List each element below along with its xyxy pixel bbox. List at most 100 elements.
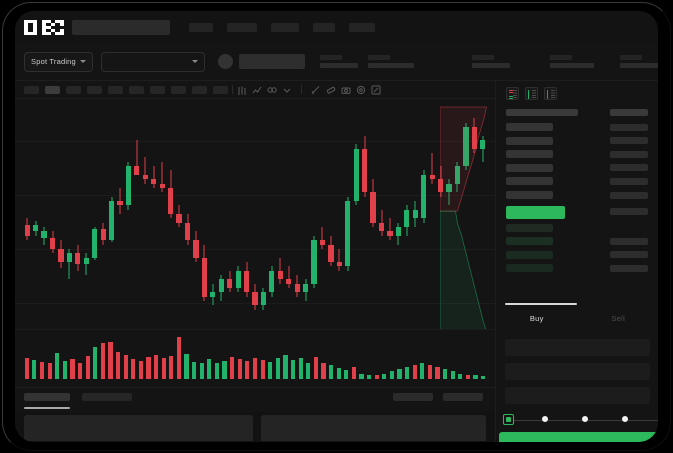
volume-bar bbox=[77, 362, 83, 379]
volume-bar bbox=[359, 374, 364, 379]
candle bbox=[463, 99, 469, 329]
candle bbox=[168, 99, 174, 329]
volume-bar bbox=[138, 360, 143, 379]
candle bbox=[446, 99, 452, 329]
measure-icon[interactable] bbox=[326, 85, 336, 95]
toolbar-divider bbox=[232, 85, 233, 94]
timeframe-chip-5[interactable] bbox=[108, 85, 123, 94]
timeframe-chip-2[interactable] bbox=[45, 85, 60, 94]
fullscreen-icon[interactable] bbox=[371, 85, 381, 95]
orderbook-mode-asks[interactable] bbox=[544, 87, 557, 100]
camera-icon[interactable] bbox=[341, 85, 351, 95]
volume-bar bbox=[458, 373, 463, 379]
price-chart[interactable] bbox=[15, 99, 495, 329]
volume-bar bbox=[328, 365, 334, 379]
orderbook-ask-row-5[interactable] bbox=[506, 177, 553, 186]
orderbook-rows[interactable] bbox=[496, 109, 658, 299]
last-price-value bbox=[238, 54, 305, 69]
orderbook-mode-bids[interactable] bbox=[525, 87, 538, 100]
order-price-field[interactable] bbox=[505, 339, 650, 356]
stat-24h-high-low bbox=[367, 55, 414, 68]
volume-bar bbox=[70, 358, 75, 379]
orderbook-ask-row-3[interactable] bbox=[506, 150, 553, 159]
market-type-select[interactable]: Spot Trading bbox=[24, 51, 93, 72]
bottom-panel-left[interactable] bbox=[24, 415, 253, 441]
okx-logo-icon[interactable] bbox=[24, 19, 64, 35]
orderbook-ask-row-4[interactable] bbox=[506, 163, 553, 172]
onboarding-stepper bbox=[499, 412, 658, 428]
search-input[interactable] bbox=[72, 19, 170, 35]
volume-bar bbox=[420, 363, 425, 379]
line-chart-icon[interactable] bbox=[252, 85, 262, 95]
timeframe-chip-10[interactable] bbox=[213, 85, 228, 94]
trading-pair-select[interactable] bbox=[100, 51, 205, 72]
header-nav-item-3[interactable] bbox=[271, 22, 299, 32]
tab-open-orders[interactable] bbox=[24, 393, 70, 401]
indicators-icon[interactable] bbox=[267, 85, 277, 95]
tab-sell[interactable]: Sell bbox=[578, 303, 659, 333]
market-stats bbox=[319, 54, 658, 70]
candle bbox=[151, 99, 157, 329]
candle bbox=[353, 99, 359, 329]
order-total-field[interactable] bbox=[505, 387, 650, 404]
orderbook-ask-row-6[interactable] bbox=[506, 191, 553, 199]
timeframe-chip-7[interactable] bbox=[150, 85, 165, 94]
orderbook-bid-size-2 bbox=[610, 237, 648, 245]
orderbook-spread-row[interactable] bbox=[506, 205, 565, 219]
volume-bar bbox=[397, 368, 402, 379]
primary-cta-button[interactable] bbox=[499, 432, 658, 442]
stat-24h-turnover-label bbox=[549, 55, 572, 60]
orderbook-ask-row-1[interactable] bbox=[506, 123, 553, 131]
volume-bar bbox=[199, 362, 204, 379]
timeframe-chip-3[interactable] bbox=[66, 85, 81, 94]
timeframe-chip-8[interactable] bbox=[171, 85, 186, 94]
orderbook-view-modes bbox=[496, 81, 658, 100]
header-nav-item-5[interactable] bbox=[349, 22, 375, 32]
orderbook-bid-row-3[interactable] bbox=[506, 250, 553, 259]
volume-bar bbox=[336, 368, 341, 379]
orderbook-bid-row-2[interactable] bbox=[506, 237, 553, 246]
timeframe-chip-6[interactable] bbox=[129, 85, 144, 94]
tab-buy[interactable]: Buy bbox=[496, 303, 578, 333]
candle bbox=[134, 99, 140, 329]
candle bbox=[108, 99, 115, 329]
stepper-step-2[interactable] bbox=[542, 415, 548, 422]
timeframe-chip-4[interactable] bbox=[87, 85, 102, 94]
orderbook-bid-row-1[interactable] bbox=[506, 223, 553, 232]
orderbook-ask-row-2[interactable] bbox=[506, 136, 553, 145]
orderbook-ask-size-5 bbox=[610, 177, 648, 185]
orderbook-mode-both[interactable] bbox=[506, 87, 519, 100]
volume-bar bbox=[260, 359, 265, 379]
stepper-step-4[interactable] bbox=[622, 415, 628, 422]
stepper-step-3[interactable] bbox=[582, 415, 588, 422]
header-nav-item-4[interactable] bbox=[313, 22, 335, 32]
stat-index-price-label bbox=[619, 55, 642, 60]
stepper-step-1[interactable] bbox=[503, 414, 514, 425]
settings-icon[interactable] bbox=[356, 85, 366, 95]
volume-bar bbox=[405, 367, 410, 379]
timeframe-chip-1[interactable] bbox=[24, 85, 39, 94]
bottom-action-2[interactable] bbox=[443, 393, 483, 401]
chevron-down-icon[interactable] bbox=[282, 85, 292, 95]
header-nav-item-1[interactable] bbox=[189, 22, 213, 32]
orderbook-bid-row-4[interactable] bbox=[506, 264, 553, 273]
header-nav-item-2[interactable] bbox=[227, 22, 257, 32]
candlestick-chart-icon[interactable] bbox=[237, 85, 247, 95]
orderbook-ask-size-4 bbox=[610, 164, 648, 172]
bottom-panel-right[interactable] bbox=[261, 415, 486, 441]
stat-24h-high-low-label bbox=[367, 55, 390, 60]
order-amount-field[interactable] bbox=[505, 363, 650, 380]
timeframe-chip-9[interactable] bbox=[192, 85, 207, 94]
candle bbox=[125, 99, 132, 329]
bottom-action-1[interactable] bbox=[393, 393, 433, 401]
volume-bar bbox=[85, 356, 90, 379]
candle bbox=[176, 99, 182, 329]
tab-order-history[interactable] bbox=[82, 393, 132, 401]
orderbook-panel: Buy Sell bbox=[495, 81, 658, 442]
trendline-icon[interactable] bbox=[311, 85, 321, 95]
candle bbox=[370, 99, 376, 329]
stat-24h-change-value bbox=[319, 63, 358, 68]
candle bbox=[471, 99, 477, 329]
volume-bar bbox=[55, 353, 60, 379]
